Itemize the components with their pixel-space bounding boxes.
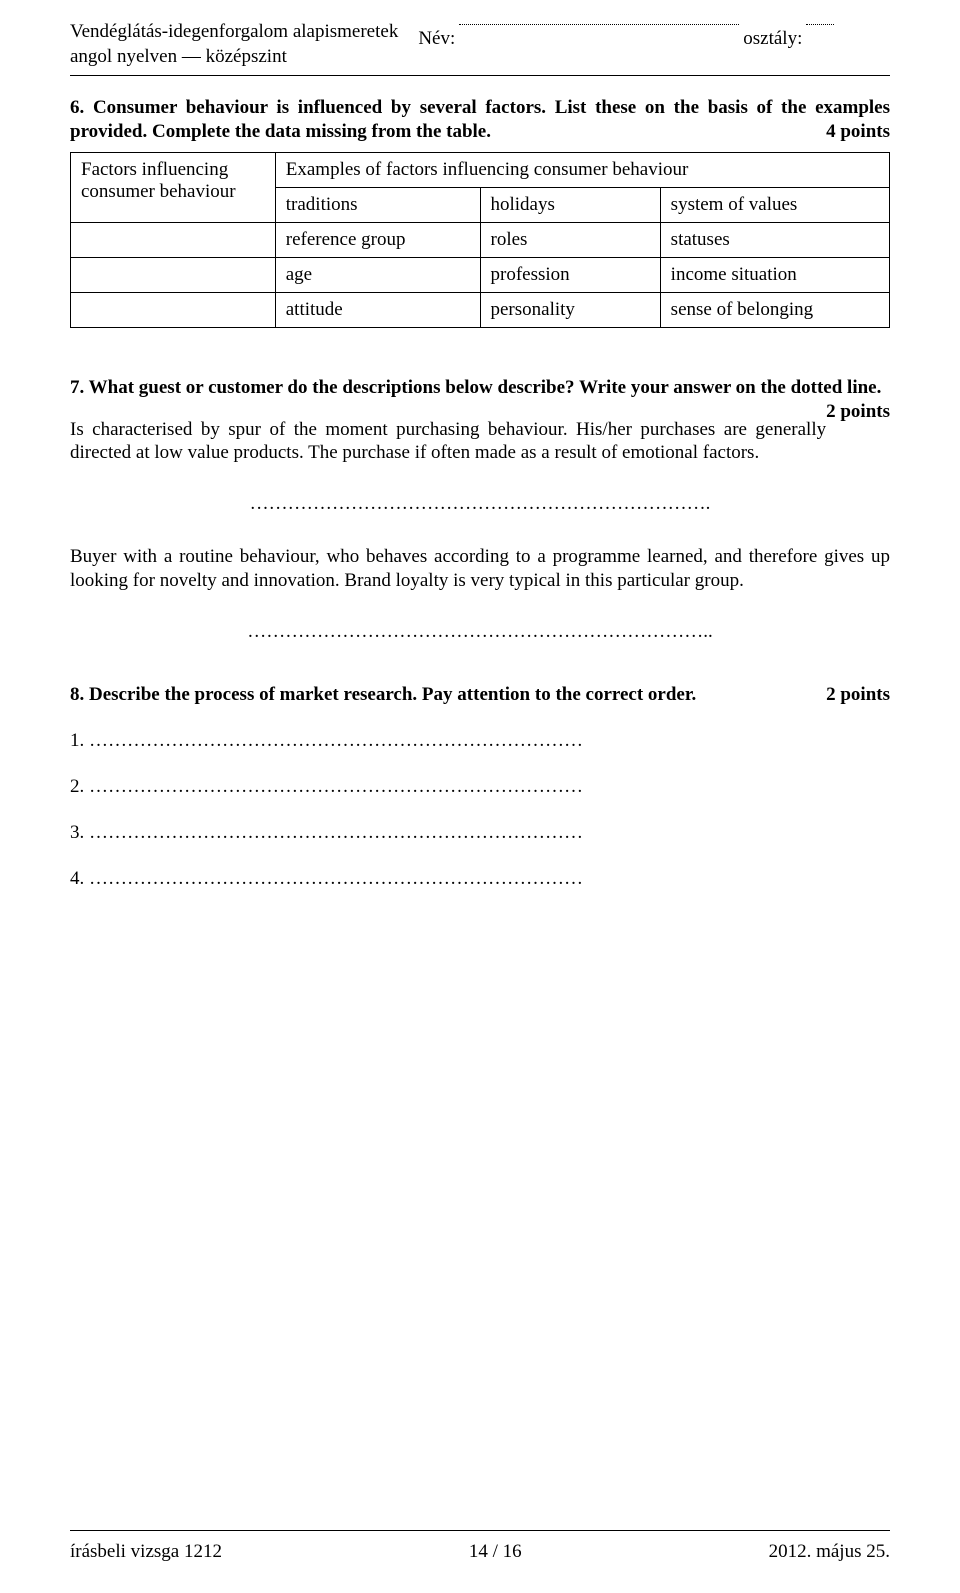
q8-answer-4: 4. …………………………………………………………………… <box>70 868 890 890</box>
table-cell-blank <box>71 257 276 292</box>
name-field-line <box>459 24 739 25</box>
q7-answer-line-1: ………………………………………………………………. <box>70 493 890 515</box>
question-7-points: 2 points <box>826 400 890 424</box>
table-cell: traditions <box>275 187 480 222</box>
table-cell: attitude <box>275 292 480 327</box>
footer-left: írásbeli vizsga 1212 <box>70 1541 222 1563</box>
content-area: 6. Consumer behaviour is influenced by s… <box>70 76 890 890</box>
page-header: Vendéglátás-idegenforgalom alapismeretek… <box>70 20 890 69</box>
table-cell: income situation <box>660 257 889 292</box>
question-8: 8. Describe the process of market resear… <box>70 683 890 707</box>
subject-block: Vendéglátás-idegenforgalom alapismeretek… <box>70 20 398 69</box>
q7-description-2: Buyer with a routine behaviour, who beha… <box>70 545 890 593</box>
table-cell: personality <box>480 292 660 327</box>
name-label: Név: <box>418 28 455 50</box>
table-header-right: Examples of factors influencing consumer… <box>275 152 889 187</box>
q8-answer-2: 2. …………………………………………………………………… <box>70 776 890 798</box>
footer-divider <box>70 1530 890 1531</box>
table-cell: sense of belonging <box>660 292 889 327</box>
question-7: 7. What guest or customer do the descrip… <box>70 376 890 400</box>
table-cell: holidays <box>480 187 660 222</box>
table-cell: system of values <box>660 187 889 222</box>
question-6: 6. Consumer behaviour is influenced by s… <box>70 96 890 144</box>
table-cell-blank <box>71 222 276 257</box>
factors-table: Factors influencing consumer behaviour E… <box>70 152 890 328</box>
q8-answer-1: 1. …………………………………………………………………… <box>70 730 890 752</box>
q8-answer-list: 1. …………………………………………………………………… 2. …………………… <box>70 730 890 890</box>
name-class-block: Név: osztály: <box>418 20 890 50</box>
table-cell: reference group <box>275 222 480 257</box>
class-field-line <box>806 24 834 25</box>
question-8-text: 8. Describe the process of market resear… <box>70 684 696 705</box>
footer-right: 2012. május 25. <box>769 1541 890 1563</box>
q7-description-1: Is characterised by spur of the moment p… <box>70 418 890 466</box>
question-6-points: 4 points <box>826 120 890 144</box>
table-cell: age <box>275 257 480 292</box>
q7-answer-line-2: ……………………………………………………………….. <box>70 621 890 643</box>
table-cell: roles <box>480 222 660 257</box>
subject-line-2: angol nyelven — középszint <box>70 45 398 70</box>
subject-line-1: Vendéglátás-idegenforgalom alapismeretek <box>70 20 398 45</box>
question-8-points: 2 points <box>826 683 890 707</box>
table-cell-blank <box>71 292 276 327</box>
question-6-text: 6. Consumer behaviour is influenced by s… <box>70 97 890 142</box>
table-cell: profession <box>480 257 660 292</box>
class-label: osztály: <box>743 28 802 50</box>
q8-answer-3: 3. …………………………………………………………………… <box>70 822 890 844</box>
table-header-left: Factors influencing consumer behaviour <box>71 152 276 222</box>
question-7-text: 7. What guest or customer do the descrip… <box>70 377 881 398</box>
table-cell: statuses <box>660 222 889 257</box>
footer-center: 14 / 16 <box>469 1541 522 1563</box>
page-footer: írásbeli vizsga 1212 14 / 16 2012. május… <box>70 1530 890 1563</box>
